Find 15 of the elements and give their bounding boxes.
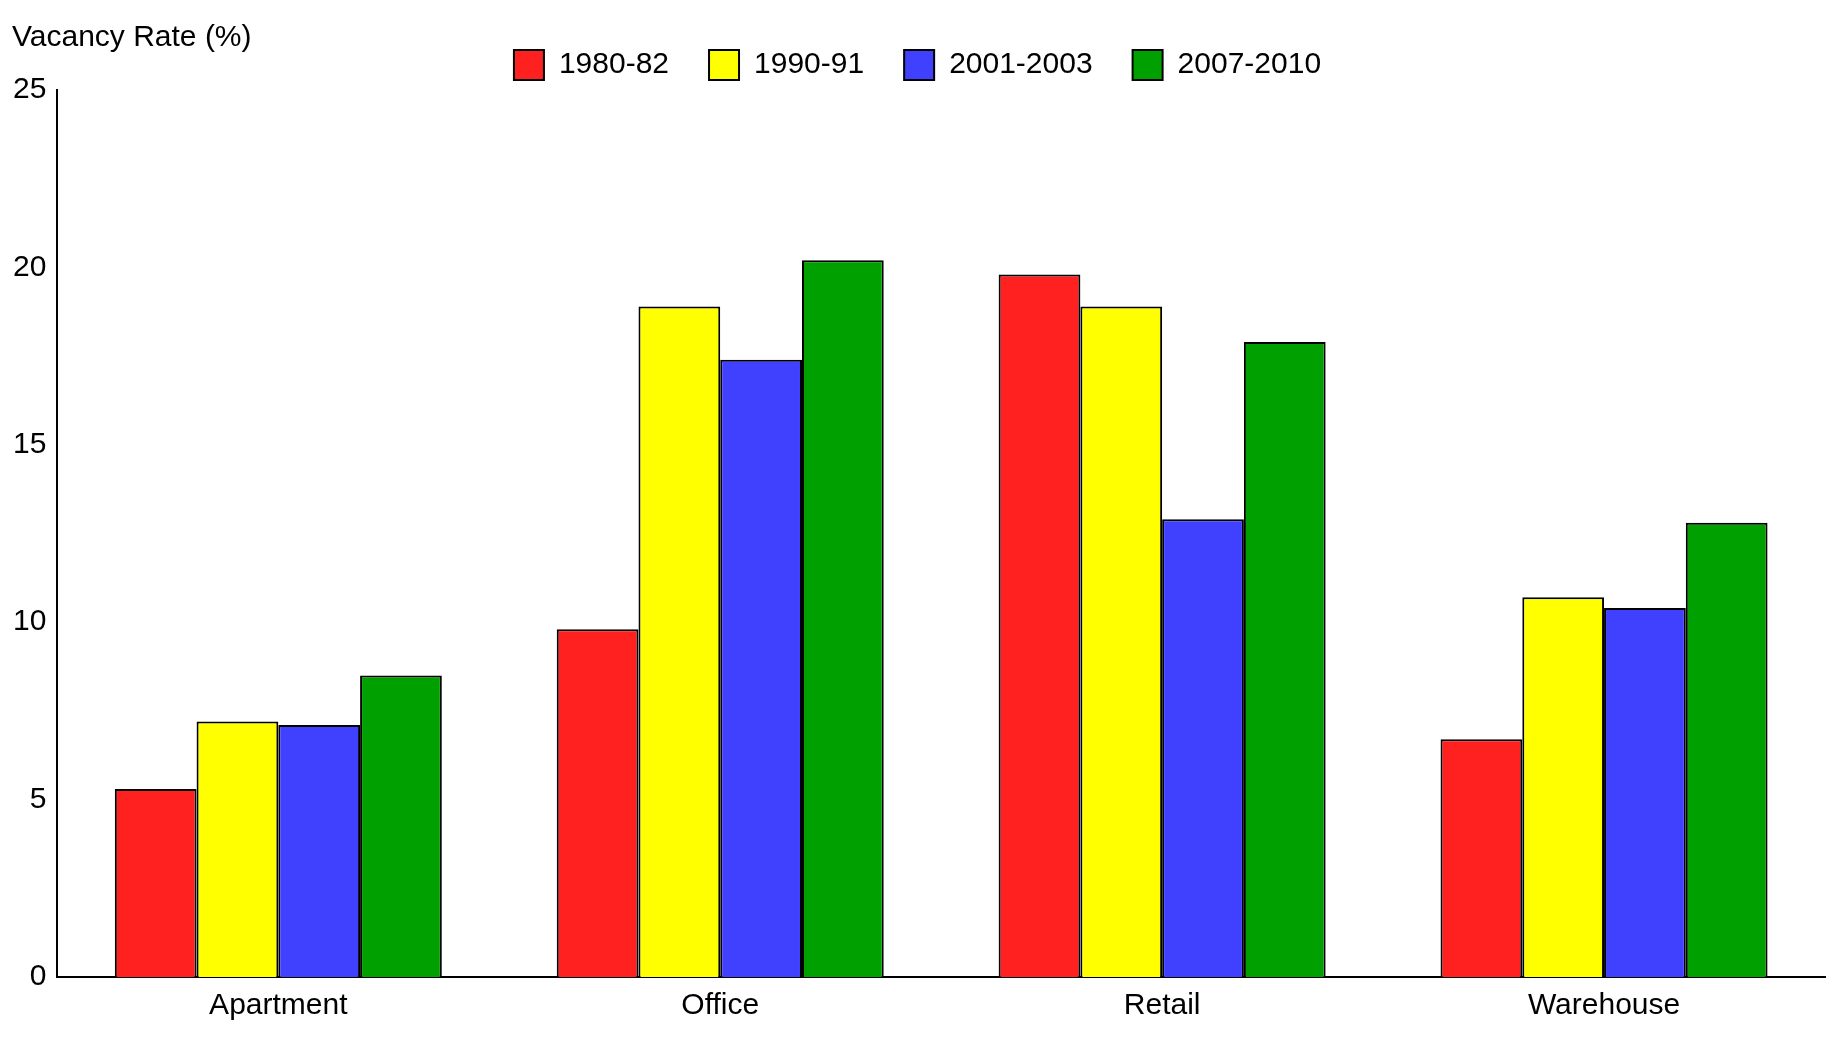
y-tick-label: 10 <box>12 603 47 637</box>
x-tick-label: Apartment <box>209 987 349 1021</box>
y-tick-label: 5 <box>29 780 47 814</box>
y-tick-label: 20 <box>12 248 47 282</box>
x-tick-label: Warehouse <box>1527 987 1681 1021</box>
legend-label: 2001-2003 <box>949 46 1093 80</box>
x-tick-label: Office <box>681 987 760 1021</box>
legend-label: 1990-91 <box>754 46 865 80</box>
legend-label: 2007-2010 <box>1177 46 1322 80</box>
y-tick-label: 15 <box>12 426 47 460</box>
x-tick-label: Retail <box>1123 987 1201 1021</box>
legend-label: 1980-82 <box>558 46 670 80</box>
y-axis-title: Vacancy Rate (%) <box>12 19 252 53</box>
y-tick-label: 25 <box>12 71 47 105</box>
y-tick-label: 0 <box>29 958 47 992</box>
